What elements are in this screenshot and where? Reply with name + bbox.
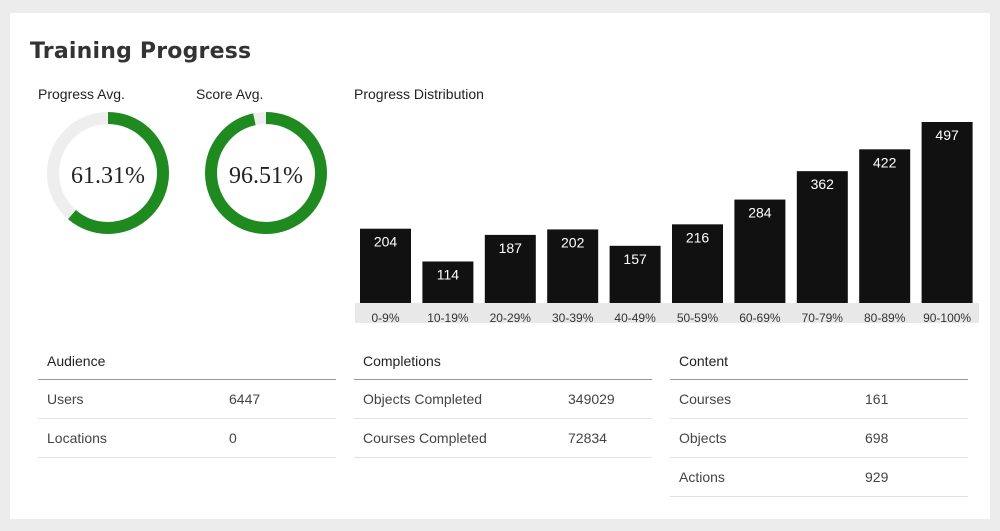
x-tick-label: 70-79% bbox=[802, 311, 844, 323]
bar-90-100% bbox=[921, 122, 973, 303]
table-row: Locations 0 bbox=[38, 419, 336, 458]
progress-avg-ring bbox=[47, 112, 169, 234]
bar-60-69% bbox=[734, 199, 786, 303]
page-title: Training Progress bbox=[30, 39, 252, 64]
bar-value-label: 202 bbox=[561, 234, 585, 250]
x-tick-label: 50-59% bbox=[677, 311, 719, 323]
table-row: Objects 698 bbox=[670, 419, 968, 458]
bar-value-label: 284 bbox=[748, 205, 772, 221]
bar-40-49% bbox=[609, 245, 661, 303]
completions-table: Completions Objects Completed 349029 Cou… bbox=[354, 343, 652, 458]
bar-30-39% bbox=[547, 229, 599, 303]
score-avg-value: 96.51% bbox=[229, 163, 303, 189]
objects-completed-value: 349029 bbox=[568, 391, 615, 407]
completions-header: Completions bbox=[354, 343, 652, 380]
x-axis-band bbox=[355, 303, 979, 323]
bar-value-label: 422 bbox=[873, 154, 897, 170]
objects-completed-label: Objects Completed bbox=[363, 391, 483, 407]
bar-50-59% bbox=[672, 224, 723, 303]
x-tick-label: 40-49% bbox=[614, 311, 656, 323]
progress-avg-value: 61.31% bbox=[71, 163, 145, 189]
progress-distribution-chart: 204 0-9% 114 10-19% 187 20-29% 202 30-39% 157 40-… bbox=[355, 122, 979, 323]
audience-locations-value: 0 bbox=[229, 430, 237, 446]
audience-table: Audience Users 6447 Locations 0 bbox=[38, 343, 336, 458]
bar-value-label: 497 bbox=[935, 127, 959, 143]
x-tick-label: 90-100% bbox=[923, 311, 971, 323]
audience-header: Audience bbox=[38, 343, 336, 380]
score-avg-label: Score Avg. bbox=[196, 86, 264, 102]
bar-70-79% bbox=[796, 171, 848, 303]
chart-title: Progress Distribution bbox=[354, 86, 484, 102]
table-row: Courses Completed 72834 bbox=[354, 419, 652, 458]
bar-20-29% bbox=[484, 234, 536, 303]
content-actions-label: Actions bbox=[679, 469, 725, 485]
bar-value-label: 157 bbox=[623, 251, 647, 267]
score-avg-ring bbox=[205, 112, 327, 234]
x-tick-label: 10-19% bbox=[427, 311, 469, 323]
content-table: Content Courses 161 Objects 698 Actions … bbox=[670, 343, 968, 497]
audience-users-value: 6447 bbox=[229, 391, 261, 407]
content-courses-value: 161 bbox=[865, 391, 889, 407]
training-progress-card: Training Progress Progress Avg. 61.31% S… bbox=[10, 13, 990, 519]
content-header: Content bbox=[670, 343, 968, 380]
bar-10-19% bbox=[422, 261, 474, 303]
x-tick-label: 30-39% bbox=[552, 311, 594, 323]
progress-avg-label: Progress Avg. bbox=[38, 86, 125, 102]
table-row: Users 6447 bbox=[38, 380, 336, 419]
content-actions-value: 929 bbox=[865, 469, 889, 485]
content-objects-label: Objects bbox=[679, 430, 727, 446]
x-tick-label: 20-29% bbox=[490, 311, 532, 323]
bar-value-label: 114 bbox=[437, 266, 460, 282]
x-tick-label: 0-9% bbox=[371, 311, 399, 323]
bar-0-9% bbox=[360, 228, 411, 303]
bar-value-label: 187 bbox=[499, 240, 523, 256]
table-row: Actions 929 bbox=[670, 458, 968, 497]
score-avg-ring-fill bbox=[205, 112, 327, 234]
courses-completed-label: Courses Completed bbox=[363, 430, 487, 446]
progress-avg-ring-fill bbox=[47, 112, 169, 234]
x-tick-label: 80-89% bbox=[864, 311, 906, 323]
audience-users-label: Users bbox=[47, 391, 84, 407]
courses-completed-value: 72834 bbox=[568, 430, 607, 446]
bar-value-label: 204 bbox=[374, 234, 398, 250]
table-row: Courses 161 bbox=[670, 380, 968, 419]
content-objects-value: 698 bbox=[865, 430, 889, 446]
table-row: Objects Completed 349029 bbox=[354, 380, 652, 419]
x-tick-label: 60-69% bbox=[739, 311, 781, 323]
audience-locations-label: Locations bbox=[47, 430, 107, 446]
bar-value-label: 362 bbox=[811, 176, 835, 192]
bar-value-label: 216 bbox=[686, 229, 710, 245]
bar-80-89% bbox=[859, 149, 911, 303]
content-courses-label: Courses bbox=[679, 391, 732, 407]
